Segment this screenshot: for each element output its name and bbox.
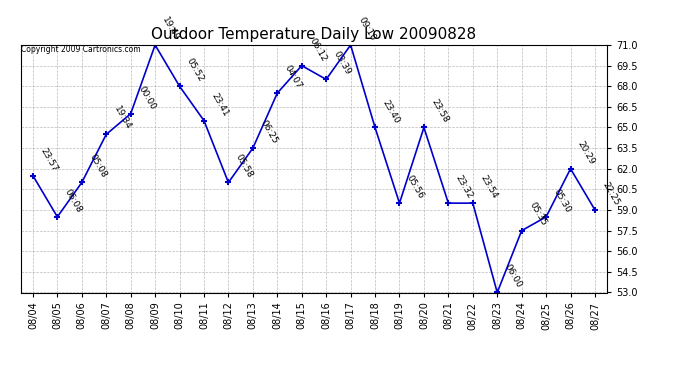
Text: 05:35: 05:35	[527, 201, 548, 228]
Text: 04:07: 04:07	[283, 63, 304, 90]
Text: 23:58: 23:58	[429, 98, 450, 125]
Text: 23:54: 23:54	[478, 174, 499, 200]
Text: 05:08: 05:08	[88, 153, 108, 180]
Text: 05:56: 05:56	[405, 174, 426, 200]
Text: 06:12: 06:12	[307, 36, 328, 63]
Text: 23:40: 23:40	[381, 98, 401, 125]
Text: 05:58: 05:58	[234, 153, 255, 180]
Text: 03:39: 03:39	[332, 50, 353, 76]
Text: 20:29: 20:29	[576, 139, 597, 166]
Text: 23:41: 23:41	[210, 91, 230, 118]
Text: 19:49: 19:49	[161, 15, 181, 42]
Text: 00:00: 00:00	[136, 84, 157, 111]
Text: 06:25: 06:25	[259, 118, 279, 146]
Text: 23:57: 23:57	[39, 146, 59, 173]
Text: 06:00: 06:00	[503, 263, 524, 290]
Text: 05:52: 05:52	[185, 57, 206, 84]
Text: 19:34: 19:34	[112, 105, 132, 132]
Text: Copyright 2009 Cartronics.com: Copyright 2009 Cartronics.com	[21, 45, 140, 54]
Text: 23:32: 23:32	[454, 174, 475, 200]
Title: Outdoor Temperature Daily Low 20090828: Outdoor Temperature Daily Low 20090828	[151, 27, 477, 42]
Text: 22:25: 22:25	[600, 181, 621, 207]
Text: 09:10: 09:10	[356, 15, 377, 42]
Text: 06:08: 06:08	[63, 187, 83, 214]
Text: 05:30: 05:30	[552, 187, 573, 214]
